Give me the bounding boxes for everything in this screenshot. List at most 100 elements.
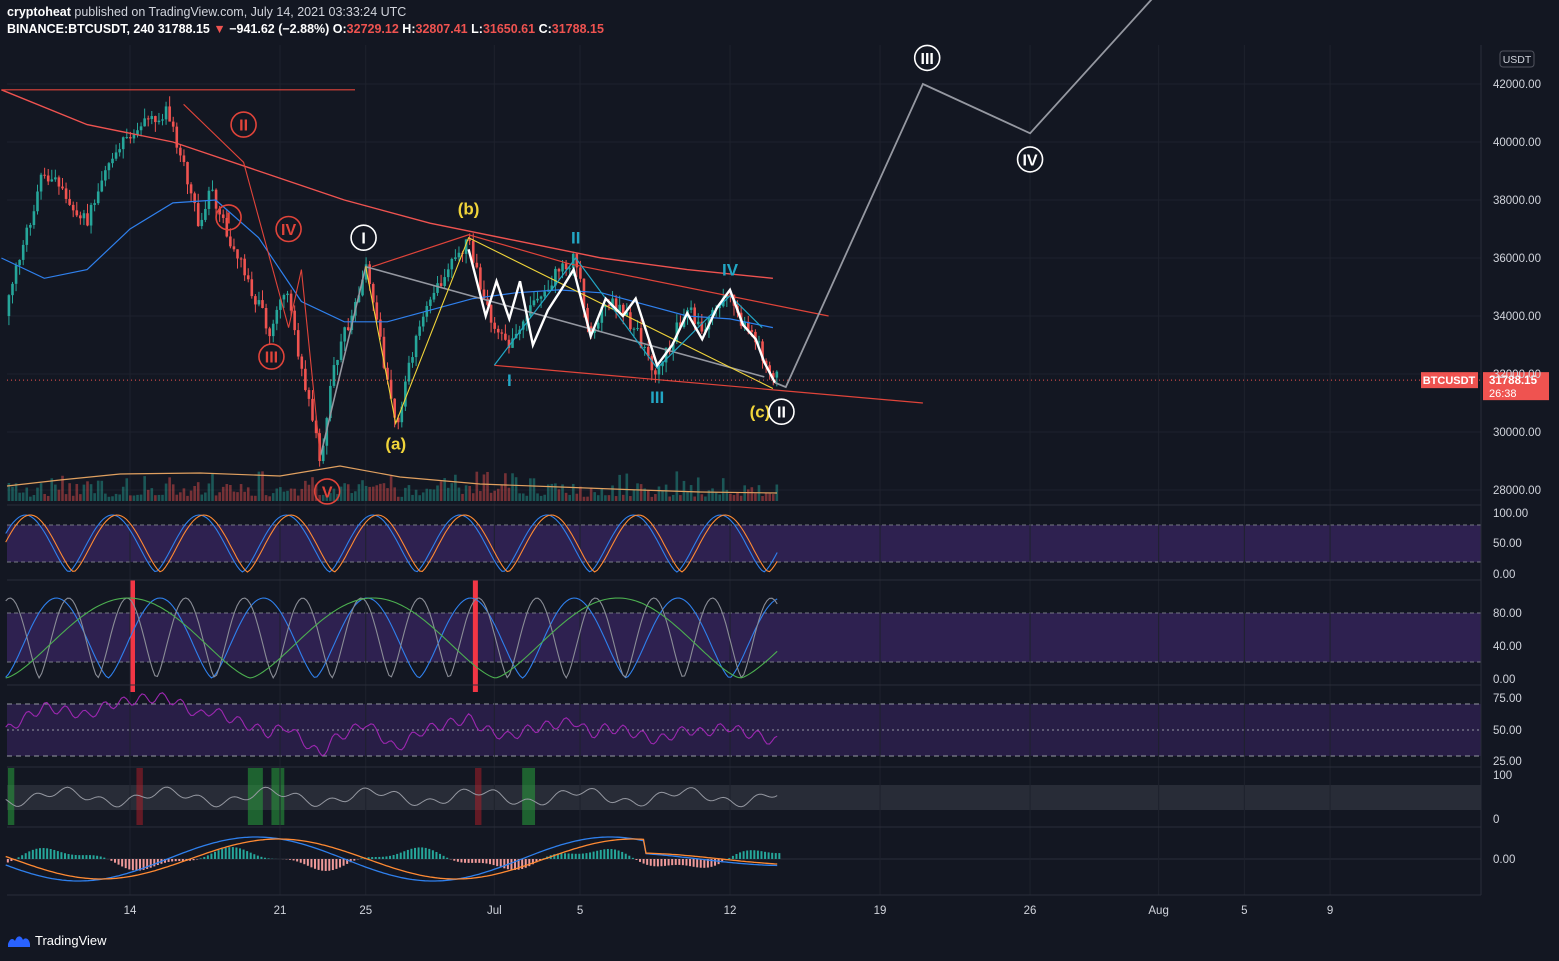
candle-body — [757, 341, 761, 343]
candle-body — [629, 312, 632, 330]
candle-body — [382, 336, 386, 368]
wave-label-circle — [768, 398, 795, 426]
macd-histogram-bar — [214, 851, 217, 859]
macd-histogram-bar — [710, 859, 713, 867]
macd-histogram-bar — [71, 854, 74, 859]
symbol-label[interactable]: BINANCE:BTCUSDT, 240 — [7, 22, 155, 36]
candle-body — [543, 291, 546, 297]
volume-bar — [182, 488, 186, 501]
volume-bar — [104, 493, 107, 501]
macd-histogram-bar — [749, 850, 752, 859]
candle-body — [511, 338, 514, 348]
macd-histogram-bar — [103, 857, 106, 859]
macd-histogram-bar — [189, 859, 192, 861]
macd-histogram-bar — [485, 859, 488, 864]
candle-body — [436, 283, 439, 293]
macd-histogram-bar — [764, 851, 767, 859]
x-tick-label: Jul — [487, 905, 502, 917]
volume-bar — [425, 488, 429, 501]
price-tag-countdown: 26:38 — [1489, 388, 1517, 400]
candle-body — [54, 177, 57, 180]
macd-histogram-bar — [310, 859, 313, 868]
candle-body — [118, 149, 121, 153]
volume-bar — [607, 495, 611, 501]
candle-body — [421, 316, 425, 327]
candle-body — [111, 158, 114, 164]
candle-body — [68, 198, 71, 205]
volume-bar — [539, 495, 543, 501]
volume-bar — [739, 495, 743, 501]
macd-histogram-bar — [396, 853, 399, 859]
candle-body — [689, 307, 693, 310]
macd-histogram-bar — [596, 850, 599, 859]
candle-body — [336, 359, 339, 366]
macd-histogram-bar — [217, 850, 220, 859]
candle-body — [696, 321, 700, 325]
volume-bar — [211, 473, 214, 501]
volume-bar — [293, 488, 296, 501]
volume-bar — [275, 488, 279, 501]
volume-bar — [100, 480, 104, 501]
macd-histogram-bar — [63, 853, 66, 859]
ma-blue-line — [1, 199, 774, 329]
volume-bar — [43, 493, 46, 501]
wave-label: (c) — [750, 403, 771, 422]
volume-bar — [300, 488, 304, 501]
tradingview-brand[interactable]: TradingView — [7, 932, 107, 948]
volume-bar — [261, 471, 264, 501]
macd-histogram-bar — [746, 850, 749, 859]
candle-body — [157, 120, 161, 123]
candle-body — [307, 390, 311, 399]
macd-histogram-bar — [317, 859, 320, 870]
stoch-rsi-tick-label: 100.00 — [1493, 508, 1528, 520]
volume-bar — [411, 494, 414, 501]
candle-body — [746, 321, 750, 331]
volume-bar — [171, 484, 175, 501]
candle-body — [671, 342, 675, 352]
volume-bar — [161, 494, 164, 501]
candle-body — [632, 328, 636, 330]
volume-bar — [64, 494, 68, 501]
macd-histogram-bar — [321, 859, 324, 871]
volume-bar — [257, 471, 261, 501]
candle-body — [36, 191, 39, 212]
candle-body — [646, 346, 650, 357]
volume-bar — [86, 481, 89, 501]
candle-body — [186, 162, 189, 185]
momentum-line — [5, 786, 778, 808]
macd-histogram-bar — [535, 859, 538, 863]
chart-header: cryptoheat published on TradingView.com,… — [7, 4, 604, 38]
volume-bar — [414, 489, 418, 501]
macd-histogram-bar — [553, 854, 556, 859]
close-label: C: — [538, 22, 552, 36]
x-tick-label: 14 — [124, 905, 137, 917]
ohlc-line: BINANCE:BTCUSDT, 240 31788.15 ▼ −941.62 … — [7, 21, 604, 38]
macd-histogram-bar — [171, 859, 174, 862]
macd-histogram-bar — [164, 859, 167, 863]
candle-body — [243, 258, 246, 276]
volume-bar — [621, 494, 625, 501]
macd-histogram-bar — [88, 855, 91, 859]
ma-red-line — [1, 89, 773, 279]
author-name[interactable]: cryptoheat — [7, 5, 71, 19]
candle-body — [29, 225, 32, 228]
volume-bar — [636, 483, 639, 501]
macd-histogram-bar — [756, 850, 759, 859]
candle-body — [625, 312, 629, 316]
volume-bar — [561, 484, 564, 501]
macd-histogram-bar — [264, 857, 267, 859]
volume-bar — [482, 474, 486, 501]
macd-histogram-bar — [696, 859, 699, 868]
volume-bar — [432, 489, 436, 501]
macd-histogram-bar — [224, 847, 227, 859]
channel-upper-line — [372, 234, 829, 317]
candle-body — [154, 116, 157, 123]
candle-body — [639, 328, 643, 348]
volume-bar — [111, 496, 114, 501]
macd-histogram-bar — [10, 859, 13, 862]
wave-label: IV — [722, 261, 739, 280]
x-tick-label: 12 — [724, 905, 737, 917]
candle-body — [396, 417, 400, 423]
volume-bar — [443, 478, 446, 501]
